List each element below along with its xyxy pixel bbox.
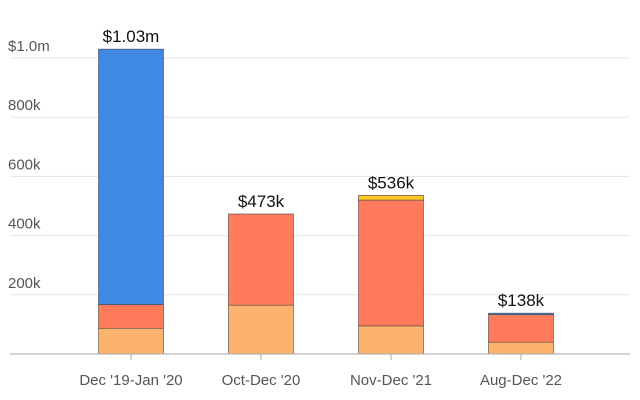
y-tick-label: 600k (8, 156, 41, 173)
x-tick-label: Oct-Dec '20 (222, 372, 301, 389)
y-tick-label: 200k (8, 275, 41, 292)
bar-segment[interactable] (488, 314, 554, 343)
x-tick-label: Dec '19-Jan '20 (79, 372, 182, 389)
bar-segment[interactable] (358, 195, 424, 201)
y-tick-label: $1.0m (8, 38, 50, 55)
bar-total-label: $138k (498, 291, 545, 310)
bar-segment[interactable] (358, 199, 424, 327)
axis-layer: 200k 400k 600k 800k $1.0m Dec '19-Jan '20 Oct-… (8, 38, 630, 389)
bar-segment[interactable] (488, 312, 554, 315)
bar-total-label: $1.03m (103, 27, 160, 46)
x-tick-label: Aug-Dec '22 (480, 372, 562, 389)
bar-segment[interactable] (98, 327, 164, 355)
y-tick-label: 400k (8, 216, 41, 233)
bar-total-label: $473k (238, 192, 285, 211)
bar-total-label: $536k (368, 173, 415, 192)
bar-segment[interactable] (228, 304, 294, 355)
bar-segment[interactable] (98, 48, 164, 305)
labels-layer: $1.03m $473k $536k $138k (103, 27, 545, 310)
bar-segment[interactable] (488, 341, 554, 355)
x-tick-label: Nov-Dec '21 (350, 372, 432, 389)
bars-layer (98, 48, 554, 355)
bar-segment[interactable] (358, 325, 424, 355)
bar-segment[interactable] (98, 304, 164, 329)
y-tick-label: 800k (8, 97, 41, 114)
bar-segment[interactable] (228, 213, 294, 306)
